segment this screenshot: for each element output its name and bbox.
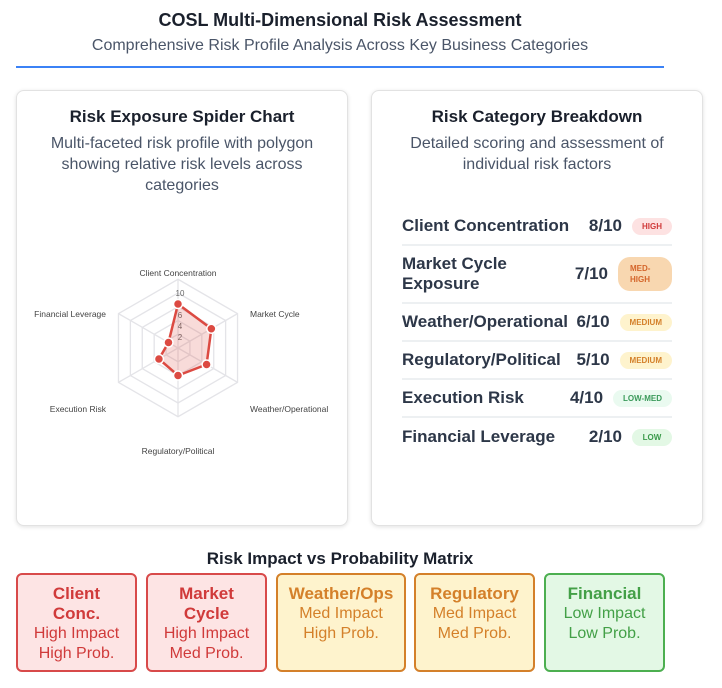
risk-row: Regulatory/Political 5/10 MEDIUM: [402, 342, 672, 380]
matrix-cell-probability: High Prob.: [38, 645, 115, 662]
risk-level-badge: MED-HIGH: [618, 257, 672, 291]
matrix-cell-impact: Low Impact: [563, 605, 646, 622]
matrix-cell-probability: High Prob.: [303, 625, 379, 642]
radar-category-label: Market Cycle: [250, 309, 300, 319]
radar-data-point: [172, 370, 184, 381]
breakdown-description: Detailed scoring and assessment of indiv…: [410, 135, 664, 173]
risk-name: Client Concentration: [402, 216, 570, 235]
matrix-title: Risk Impact vs Probability Matrix: [206, 549, 474, 568]
breakdown-title: Risk Category Breakdown: [431, 107, 643, 126]
risk-name: Execution Risk: [402, 388, 524, 407]
matrix-cell-name: Weather/Ops: [288, 584, 394, 603]
risk-level-badge: MEDIUM: [619, 351, 672, 369]
radar-category-label: Financial Leverage: [34, 309, 106, 319]
matrix-cell: Weather/Ops Med Impact High Prob.: [276, 573, 406, 672]
matrix-cell-name: Client Conc.: [52, 584, 101, 623]
spider-chart-card: Risk Exposure Spider Chart Multi-faceted…: [16, 90, 348, 526]
matrix-cell-name: Market Cycle: [179, 584, 234, 623]
matrix-cell-probability: Med Prob.: [437, 625, 512, 642]
radar-data-point: [206, 323, 217, 334]
radar-category-label: Execution Risk: [50, 404, 107, 414]
matrix-cell-impact: High Impact: [33, 625, 120, 642]
risk-level-badge: HIGH: [632, 217, 672, 235]
matrix-cell-probability: Low Prob.: [568, 625, 641, 642]
breakdown-card: Risk Category Breakdown Detailed scoring…: [371, 90, 703, 526]
matrix-cell: Regulatory Med Impact Med Prob.: [414, 573, 535, 672]
risk-score: 5/10: [576, 350, 610, 369]
radar-tick-label: 4: [178, 322, 183, 331]
risk-row: Market Cycle Exposure 7/10 MED-HIGH: [402, 246, 672, 304]
matrix-cell-impact: Med Impact: [299, 605, 383, 622]
radar-category-label: Client Concentration: [139, 268, 216, 278]
radar-category-label: Regulatory/Political: [142, 446, 215, 456]
risk-name: Regulatory/Political: [402, 350, 561, 369]
risk-score: 7/10: [574, 264, 608, 283]
risk-row: Client Concentration 8/10 HIGH: [402, 208, 672, 246]
matrix-cell-impact: Med Impact: [432, 605, 517, 622]
risk-level-badge: LOW-MED: [613, 389, 672, 407]
risk-list: Client Concentration 8/10 HIGH Market Cycle…: [402, 208, 672, 456]
risk-score: 4/10: [569, 388, 604, 407]
spider-description: Multi-faceted risk profile with polygon …: [50, 135, 314, 194]
matrix-cell: Client Conc. High Impact High Prob.: [16, 573, 137, 672]
radar-spoke: [118, 347, 179, 383]
risk-row: Weather/Operational 6/10 MEDIUM: [402, 304, 672, 342]
risk-name: Market Cycle Exposure: [402, 254, 507, 293]
page-title: COSL Multi-Dimensional Risk Assessment: [158, 10, 522, 30]
page-subtitle: Comprehensive Risk Profile Analysis Acro…: [91, 37, 589, 54]
risk-row: Financial Leverage 2/10 LOW: [402, 418, 672, 456]
radar-data-point: [153, 353, 165, 365]
risk-name: Financial Leverage: [402, 427, 556, 446]
risk-row: Execution Risk 4/10 LOW-MED: [402, 380, 672, 418]
radar-data-point: [172, 298, 184, 310]
risk-level-badge: MEDIUM: [619, 313, 672, 331]
radar-tick-label: 2: [178, 333, 183, 342]
radar-tick-label: 10: [176, 289, 185, 298]
spider-title: Risk Exposure Spider Chart: [69, 107, 295, 126]
matrix-cell-name: Regulatory: [430, 584, 519, 603]
matrix-cell-impact: High Impact: [163, 625, 250, 642]
radar-data-point: [163, 337, 174, 348]
radar-tick-label: 6: [178, 311, 183, 320]
radar-data-point: [201, 359, 212, 370]
risk-level-badge: LOW: [632, 428, 672, 446]
matrix-cell: Market Cycle High Impact Med Prob.: [146, 573, 267, 672]
risk-score: 8/10: [588, 216, 622, 235]
matrix-cell: Financial Low Impact Low Prob.: [544, 573, 665, 672]
matrix-cell-probability: Med Prob.: [169, 645, 244, 662]
risk-score: 2/10: [588, 427, 622, 446]
header-divider: [16, 66, 664, 68]
risk-name: Weather/Operational: [402, 312, 568, 331]
radar-category-label: Weather/Operational: [250, 404, 328, 414]
risk-score: 6/10: [576, 312, 610, 331]
matrix-cell-name: Financial: [567, 584, 642, 603]
